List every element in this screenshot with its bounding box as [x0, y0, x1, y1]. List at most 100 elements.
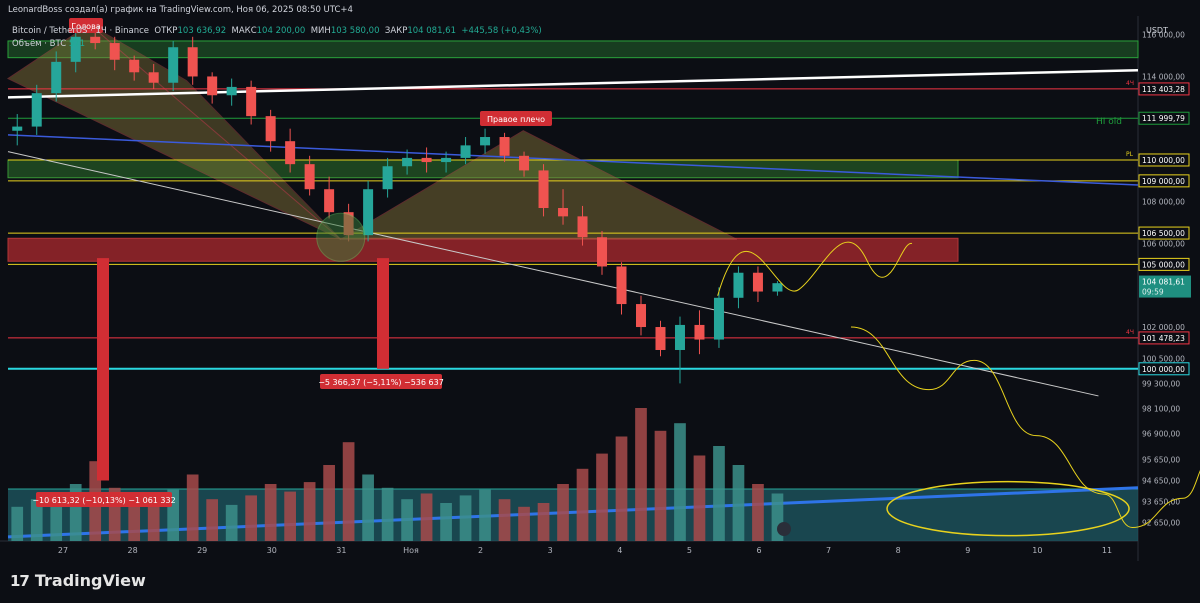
- volume-bar: [498, 499, 511, 541]
- measure-bar-1: [97, 258, 109, 481]
- volume-bar: [167, 489, 180, 541]
- level-price-box: [1138, 174, 1190, 188]
- blue-trendline: [7, 134, 1139, 186]
- candle-body: [109, 43, 120, 60]
- volume-bar: [303, 482, 316, 541]
- level-price-label: 109 000,00: [1142, 177, 1185, 186]
- level-price-box: [1138, 153, 1190, 167]
- candle-body: [168, 47, 179, 83]
- volume-bar: [245, 495, 257, 541]
- candle-body: [597, 237, 608, 267]
- last-price-value: 104 081,61: [1142, 278, 1185, 287]
- measure-2-label: −5 366,37 (−5,11%) −536 637: [318, 378, 444, 387]
- candle-body: [70, 36, 81, 62]
- volume-bar: [654, 430, 667, 541]
- volume-bar: [557, 484, 569, 541]
- level-tag: PL: [1126, 151, 1134, 158]
- candle-body: [635, 304, 646, 328]
- brand-name: TradingView: [34, 571, 146, 590]
- author-line: LeonardBoss создал(а) график на TradingV…: [8, 5, 353, 15]
- red-support-zone: [7, 237, 959, 262]
- time-tick-label: 31: [336, 546, 346, 555]
- candle-body: [246, 86, 257, 117]
- candle-body: [713, 297, 724, 340]
- volume-bar: [596, 453, 608, 541]
- volume-bar: [459, 495, 472, 541]
- candle-body: [441, 157, 452, 163]
- right-shoulder-label-box: [480, 111, 552, 126]
- candle-body: [226, 86, 237, 96]
- white-trendline: [7, 68, 1139, 99]
- level-tag: 4Ч: [1126, 80, 1134, 87]
- candle-body: [402, 157, 413, 167]
- candle-body: [752, 272, 763, 292]
- last-price-box: [1139, 275, 1191, 298]
- volume-bar: [713, 446, 725, 541]
- symbol-bar: Bitcoin / TetherUS · 1Ч · Binance ОТКР10…: [12, 26, 542, 36]
- candle-body: [324, 189, 335, 213]
- close-value: 104 081,61: [407, 26, 456, 36]
- volume-bar: [693, 455, 706, 541]
- time-tick-label: 7: [826, 546, 831, 555]
- volume-bar: [206, 499, 219, 541]
- symbol-name[interactable]: Bitcoin / TetherUS · 1Ч · Binance: [12, 26, 149, 36]
- time-tick-label: 8: [896, 546, 901, 555]
- volume-bar: [69, 484, 82, 541]
- price-tick-label: 114 000,00: [1142, 72, 1185, 81]
- high-value: 104 200,00: [256, 26, 306, 36]
- volume-bar: [147, 503, 160, 541]
- candle-body: [460, 145, 471, 158]
- candle-body: [363, 189, 374, 236]
- time-tick-label: 4: [617, 546, 622, 555]
- gray-trendline: [7, 151, 1099, 397]
- volume-bar: [284, 491, 296, 541]
- right-shoulder-label: Правое плечо: [487, 115, 545, 124]
- price-tick-label: 99 300,00: [1142, 379, 1180, 388]
- candle-body: [694, 324, 705, 340]
- level-price-label: 101 478,23: [1142, 334, 1185, 343]
- volume-bar: [576, 468, 589, 541]
- volume-bar: [479, 489, 491, 541]
- volume-legend: Объём · BTC 571: [12, 39, 86, 49]
- tradingview-brand[interactable]: 17 TradingView: [10, 571, 146, 590]
- price-tick-label: 95 650,00: [1142, 456, 1180, 465]
- candle-body: [51, 61, 62, 94]
- volume-bar: [225, 504, 238, 541]
- currency-label: USDT: [1146, 26, 1168, 35]
- volume-bar: [537, 503, 550, 541]
- head-label-box: [69, 18, 103, 33]
- volume-bar: [732, 465, 745, 541]
- candle-body: [285, 141, 296, 165]
- price-tick-label: 100 500,00: [1142, 354, 1185, 363]
- volume-bar: [128, 495, 141, 541]
- volume-bar: [264, 484, 277, 541]
- time-tick-label: 11: [1102, 546, 1112, 555]
- volume-bar: [381, 487, 394, 541]
- volume-bar: [401, 499, 413, 541]
- level-tag: HI old: [1096, 117, 1122, 127]
- last-price-countdown: 09:59: [1142, 288, 1164, 297]
- time-tick-label: 10: [1032, 546, 1042, 555]
- tradingview-logo-icon: 17: [10, 571, 30, 590]
- candle-body: [655, 327, 666, 350]
- volume-bar: [50, 493, 63, 541]
- open-value: 103 636,92: [177, 26, 227, 36]
- level-price-box: [1138, 331, 1190, 345]
- candle-body: [304, 164, 315, 190]
- low-value: 103 580,00: [330, 26, 380, 36]
- level-price-label: 110 000,00: [1142, 156, 1185, 165]
- volume-value: 571: [68, 39, 86, 49]
- candle-body: [207, 76, 218, 96]
- level-price-box: [1138, 111, 1190, 125]
- candle-body: [148, 72, 159, 83]
- time-tick-label: 5: [687, 546, 692, 555]
- price-tick-label: 93 650,00: [1142, 497, 1180, 506]
- time-tick-label: 30: [267, 546, 277, 555]
- level-price-label: 111 999,79: [1142, 114, 1185, 123]
- price-tick-label: 116 000,00: [1142, 31, 1185, 40]
- candle-body: [90, 36, 101, 44]
- candle-body: [499, 137, 510, 156]
- level-price-box: [1138, 82, 1190, 96]
- candle-body: [558, 208, 569, 217]
